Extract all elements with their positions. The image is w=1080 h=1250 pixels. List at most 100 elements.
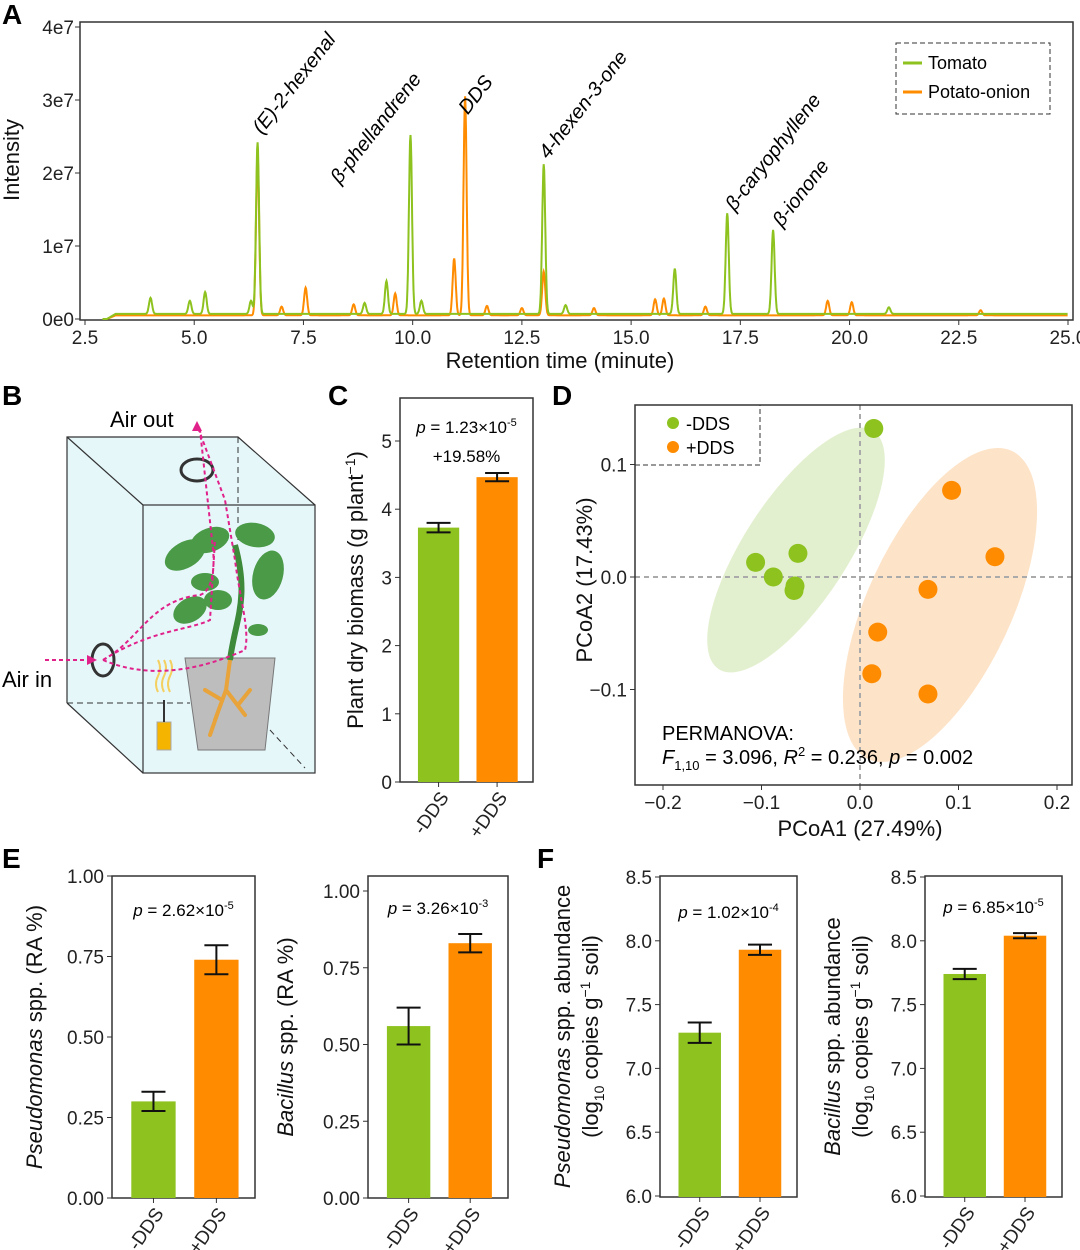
y-tick-label: 0e0 [42,310,74,331]
pseudomonas-abundance-bar-chart: 6.0 6.5 7.0 7.5 8.0 8.5 -DDS +DDS p = 1.02×10-4 P… [550,868,798,1250]
roots [203,658,252,737]
text-span: R [784,747,798,769]
y-tick-label: −0.1 [589,681,627,702]
text-span: soil) [578,935,603,981]
text-span: soil) [848,935,873,981]
air-in-arrowhead [87,655,97,665]
y-tick-label: 7.0 [626,1059,652,1080]
y-tick-label: 8.0 [891,932,917,953]
text-span: −1 [847,981,863,997]
biomass-bar-chart: 0 1 2 3 4 5 -DDS +DDS p = 1.23×10-5 +19.58% Plant … [342,397,534,842]
air-out-arrowhead [192,421,202,431]
text-span: p [415,418,425,437]
x-tick-label: +DDS [185,1204,232,1250]
x-tick-label: 7.5 [290,328,316,349]
text-span: -3 [479,898,489,910]
chamber-edges [66,436,316,703]
peak-annotation: 4-hexen-3-one [535,47,632,163]
y-tick-label: 4 [381,500,392,521]
x-tick-label: 0.0 [847,793,873,814]
point-minus-dds [864,419,884,438]
peak-annotation: β-ionone [768,156,834,232]
x-tick-label: 20.0 [831,328,868,349]
x-axis-label: PCoA1 (27.49%) [777,816,942,841]
text-span: spp. abundance [550,885,575,1048]
error-bar [952,967,977,981]
panel-label-c: C [328,380,348,411]
text-span: p [132,901,142,920]
y-axis-label-line2: (log10 copies g−1 soil) [847,935,877,1138]
text-span: = 3.096, [700,747,784,769]
text-span: 2 [798,744,805,759]
y-tick-label: 1e7 [42,237,74,258]
legend-entry: -DDS [686,414,730,434]
legend-entry: Tomato [928,53,987,73]
air-path [45,424,248,672]
text-span: p [387,899,397,918]
y-tick-label: 0.0 [601,568,627,589]
legend-entry: Potato-onion [928,82,1030,102]
error-bar [687,1021,712,1044]
permanova-title: PERMANOVA: [662,723,794,745]
x-axis-label: Retention time (minute) [446,348,675,373]
x-tick-label: 22.5 [940,328,977,349]
air-in-label: Air in [2,667,52,692]
chamber-schematic: Air out Air in [2,407,316,774]
p-value-label: p = 3.26×10-3 [387,898,489,918]
error-bar [485,472,510,483]
y-axis-label: Pseudomonas spp. (RA %) [22,905,47,1169]
y-tick-label: 3 [381,568,392,589]
text-span: −1 [577,981,593,997]
text-span: −1 [342,458,358,474]
y-tick-label: 3e7 [42,91,74,112]
y-tick-label: 6.5 [626,1123,652,1144]
panel-label-a: A [2,0,22,30]
text-span: (log [848,1101,873,1138]
y-tick-label: 7.5 [626,996,652,1017]
text-span: -5 [224,900,234,912]
bar-minus-dds [131,1101,176,1198]
text-span: Plant dry biomass (g plant [343,474,368,728]
plot-frame [367,875,509,1199]
text-span: = 0.002 [900,747,973,769]
y-tick-label: 0.25 [323,1112,360,1133]
error-bar [458,932,483,954]
panel-label-b: B [2,380,22,411]
x-tick-label: -DDS [125,1204,169,1250]
text-span: -5 [1034,897,1044,909]
error-bar [426,521,451,534]
panel-label-e: E [2,843,21,874]
x-tick-label: 17.5 [722,328,759,349]
y-tick-label: 1.00 [67,867,104,888]
ellipse-plus-dds [842,447,1038,763]
text-span: (log [578,1101,603,1138]
y-tick-label: 8.5 [891,868,917,889]
peak-annotation: (E)-2-hexenal [249,29,341,138]
y-tick-label: 6.0 [891,1187,917,1208]
x-tick-label: 5.0 [181,328,207,349]
text-span: 10 [591,1085,607,1101]
x-tick-label: 0.2 [1044,793,1070,814]
y-tick-label: 0.75 [323,959,360,980]
x-tick-label: +DDS [466,788,513,842]
legend-marker [667,441,679,453]
text-span: Bacillus [273,1061,298,1137]
x-tick-label: -DDS [671,1203,715,1250]
y-tick-label: 6.0 [626,1187,652,1208]
x-tick-label: −0.1 [743,793,781,814]
p-value-label: p = 6.85×10-5 [942,897,1044,917]
series-line-tomato [102,134,1068,320]
text-span: Bacillus [820,1080,845,1156]
legend-marker [667,417,679,429]
y-tick-label: 2e7 [42,164,74,185]
y-tick-label: 0.50 [323,1036,360,1057]
bar-minus-dds [678,1032,721,1197]
y-tick-label: 0.50 [67,1028,104,1049]
x-tick-label: +DDS [993,1203,1040,1250]
x-tick-label: 12.5 [503,328,540,349]
y-axis-label: PCoA2 (17.43%) [572,497,597,662]
point-minus-dds [763,567,783,587]
air-out-label: Air out [110,407,174,432]
y-axis-label: Intensity [0,119,24,201]
